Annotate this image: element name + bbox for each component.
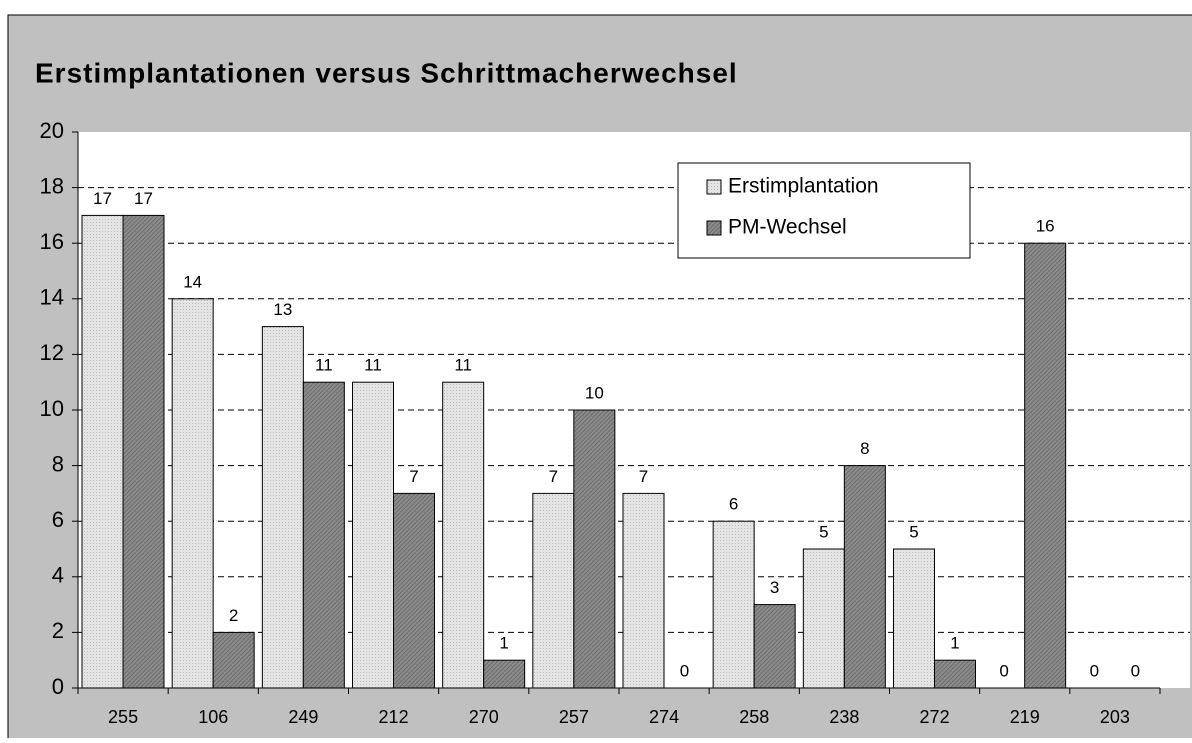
y-tick-label: 10	[40, 396, 64, 421]
data-label: 1	[499, 634, 508, 653]
data-label: 17	[93, 189, 112, 208]
bar	[442, 381, 485, 689]
bar	[171, 298, 214, 689]
data-label: 7	[639, 467, 648, 486]
data-label: 6	[729, 495, 738, 514]
x-tick-label: 270	[469, 707, 499, 727]
data-label: 17	[134, 189, 153, 208]
bar	[81, 214, 124, 689]
x-tick-label: 272	[920, 707, 950, 727]
data-label: 7	[549, 467, 558, 486]
bar	[934, 659, 976, 689]
data-label: 0	[999, 661, 1008, 680]
chart-title: Erstimplantationen versus Schrittmacherw…	[35, 57, 738, 88]
data-label: 0	[680, 661, 689, 680]
y-tick-label: 12	[40, 340, 64, 365]
y-tick-label: 4	[52, 563, 64, 588]
y-tick-label: 18	[40, 173, 64, 198]
legend-label: Erstimplantation	[728, 175, 879, 198]
x-tick-label: 257	[559, 707, 589, 727]
x-tick-label: 249	[288, 707, 318, 727]
x-tick-label: 219	[1010, 707, 1040, 727]
data-label: 11	[454, 356, 472, 375]
x-tick-label: 238	[829, 707, 859, 727]
bar	[212, 631, 255, 689]
y-tick-label: 16	[40, 229, 64, 254]
bar	[483, 659, 526, 689]
bar	[393, 492, 435, 689]
data-label: 10	[585, 383, 604, 402]
legend-label: PM-Wechsel	[728, 216, 847, 239]
bar	[122, 214, 165, 689]
bar	[753, 604, 796, 689]
bar	[1024, 242, 1067, 689]
data-label: 0	[1131, 661, 1140, 680]
bar	[802, 548, 845, 689]
data-label: 7	[409, 467, 418, 486]
bar	[622, 492, 665, 689]
legend	[677, 162, 971, 259]
data-label: 11	[364, 356, 382, 375]
data-label: 14	[183, 272, 202, 291]
bar	[573, 409, 616, 689]
x-tick-label: 274	[649, 707, 679, 727]
y-tick-label: 2	[52, 618, 64, 643]
legend-swatch	[706, 179, 722, 195]
bar	[352, 381, 394, 689]
data-label: 11	[315, 356, 333, 375]
y-tick-label: 6	[52, 507, 64, 532]
data-label: 5	[819, 522, 828, 541]
y-tick-label: 8	[52, 451, 64, 476]
y-tick-label: 20	[40, 118, 64, 143]
bar	[843, 465, 886, 689]
x-tick-label: 255	[108, 707, 138, 727]
data-label: 2	[229, 606, 238, 625]
data-label: 0	[1090, 661, 1099, 680]
data-label: 3	[770, 578, 779, 597]
x-tick-label: 203	[1100, 707, 1130, 727]
data-label: 1	[950, 634, 959, 653]
bar	[532, 492, 575, 689]
data-label: 5	[909, 522, 918, 541]
bar	[261, 326, 304, 689]
x-tick-label: 212	[379, 707, 409, 727]
y-tick-label: 14	[40, 285, 64, 310]
bar	[712, 520, 755, 689]
data-label: 13	[273, 300, 292, 319]
y-tick-label: 0	[52, 674, 64, 699]
x-tick-label: 258	[739, 707, 769, 727]
x-tick-label: 106	[198, 707, 228, 727]
data-label: 16	[1036, 217, 1055, 236]
bar	[893, 548, 935, 689]
data-label: 8	[860, 439, 869, 458]
bar	[302, 381, 345, 689]
legend-swatch	[706, 220, 722, 236]
